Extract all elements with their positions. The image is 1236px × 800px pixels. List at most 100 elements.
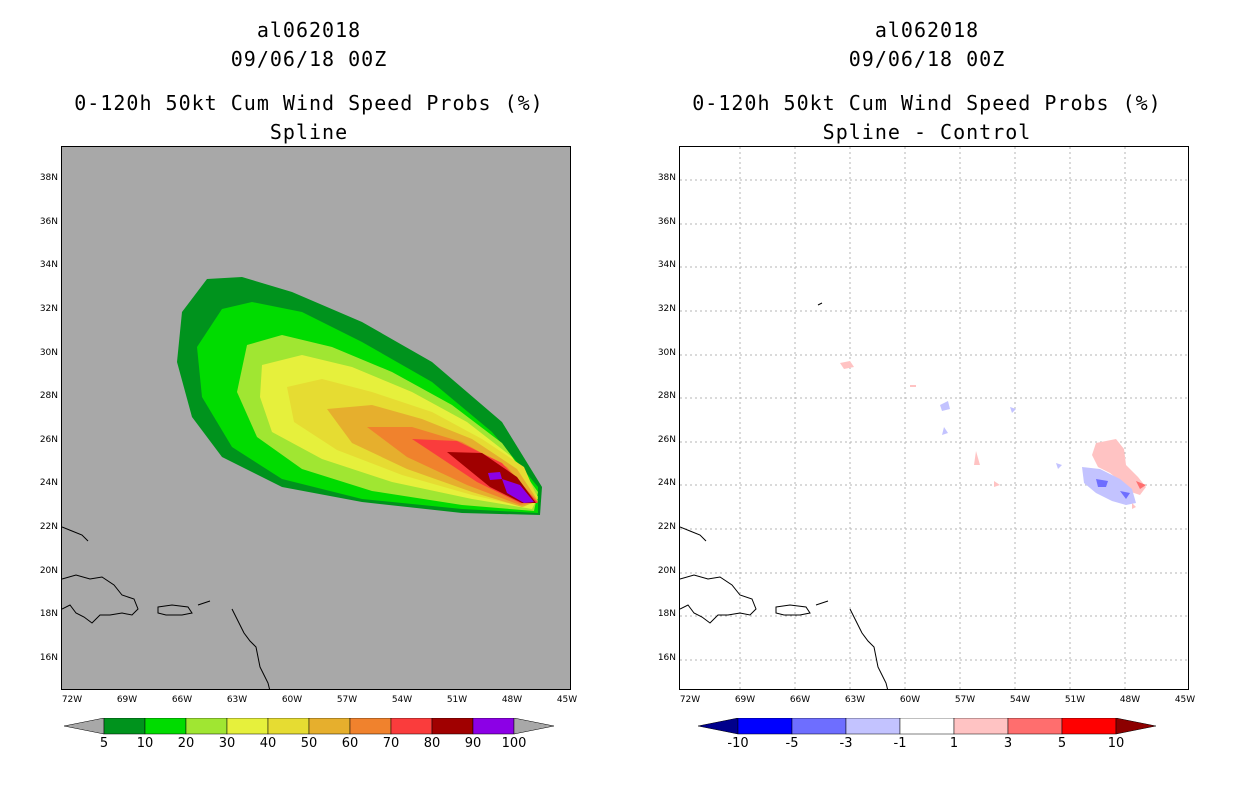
colorbar-swatch [791,718,847,735]
lat-label: 24N [657,478,676,488]
colorbar-swatch [185,718,228,735]
colorbar-label: -3 [839,736,853,751]
lon-label: 63W [844,695,866,705]
colorbar-under-arrow [63,718,105,735]
difference-contours [840,361,1146,509]
colorbar-swatch [1007,718,1063,735]
lat-label: 38N [39,173,58,183]
lesser-antilles-coast [231,608,271,689]
lon-label: 54W [1009,695,1031,705]
virgin-islands-coast [197,600,211,606]
colorbar-label: 10 [136,736,154,751]
colorbar-label: -10 [727,736,749,751]
probability-map-svg [62,277,542,689]
contour-90 [502,479,534,503]
colorbar-label: -5 [785,736,799,751]
colorbar-label: 20 [177,736,195,751]
hispaniola-coast [62,574,139,624]
lat-label: 24N [39,478,58,488]
product-title: 0-120h 50kt Cum Wind Speed Probs (%) [692,91,1162,115]
colorbar-swatch [267,718,310,735]
method-title: Spline - Control [822,120,1032,144]
lon-label: 51W [446,695,468,705]
diff-neg-c [1010,407,1016,413]
storm-id: al062018 [874,18,980,42]
diff-neg-g [1120,491,1130,499]
colorbar-swatch [349,718,392,735]
lat-label: 38N [657,173,676,183]
colorbar-swatch [472,718,515,735]
lon-label: 51W [1064,695,1086,705]
lat-label: 16N [657,653,676,663]
lon-label: 69W [116,695,138,705]
lat-label: 20N [39,566,58,576]
lat-label: 16N [39,653,58,663]
right-panel: al062018 09/06/18 00Z 0-120h 50kt Cum Wi… [618,0,1236,800]
colorbar-label: -1 [893,736,907,751]
colorbar-swatch [431,718,474,735]
contour-90b [488,472,502,480]
lon-label: 72W [61,695,83,705]
lon-label: 66W [171,695,193,705]
lat-label: 28N [39,391,58,401]
lon-label: 45W [556,695,578,705]
lat-label: 22N [657,522,676,532]
lesser-antilles-coast [849,608,889,689]
lon-label: 60W [899,695,921,705]
colorbar-swatch [226,718,269,735]
lat-label: 34N [39,260,58,270]
lat-label: 32N [657,304,676,314]
lat-label: 30N [657,348,676,358]
lon-label: 63W [226,695,248,705]
colorbar-label: 90 [464,736,482,751]
lon-label: 54W [391,695,413,705]
coastlines [62,526,271,689]
diff-pos-c [974,451,980,465]
product-title: 0-120h 50kt Cum Wind Speed Probs (%) [74,91,544,115]
diff-pos-a [840,361,854,369]
probability-contours [177,277,542,515]
colorbar-under-arrow [697,718,739,735]
virgin-islands-coast [815,600,829,606]
lat-label: 30N [39,348,58,358]
bermuda-coast [817,302,823,306]
lon-label: 60W [281,695,303,705]
diff-neg-d [1056,463,1062,469]
lat-label: 34N [657,260,676,270]
colorbar-label: 40 [259,736,277,751]
lat-label: 36N [657,217,676,227]
lat-label: 18N [657,609,676,619]
difference-map-svg [680,147,1188,689]
colorbar-over-arrow [513,718,555,735]
colorbar-label: 50 [300,736,318,751]
lon-label: 48W [1119,695,1141,705]
probability-map [61,146,571,690]
diff-neg-f [1096,479,1108,487]
diff-pos-f [1136,481,1146,489]
colorbar-label: 3 [1003,736,1013,751]
colorbar-label: 60 [341,736,359,751]
colorbar-swatch [144,718,187,735]
colorbar-label: 70 [382,736,400,751]
lat-label: 26N [39,435,58,445]
lon-label: 57W [336,695,358,705]
lat-label: 36N [39,217,58,227]
lon-label: 48W [501,695,523,705]
lat-label: 28N [657,391,676,401]
diff-neg-b [942,427,948,435]
colorbar [63,718,555,735]
difference-map [679,146,1189,690]
lon-label: 57W [954,695,976,705]
colorbar-label: 10 [1107,736,1125,751]
lat-label: 26N [657,435,676,445]
coastlines [680,302,889,689]
colorbar-over-arrow [1115,718,1157,735]
colorbar-label: 1 [949,736,959,751]
lat-label: 18N [39,609,58,619]
diff-pos-d [994,481,1000,487]
storm-id: al062018 [256,18,362,42]
colorbar-swatch [103,718,146,735]
lat-label: 32N [39,304,58,314]
diff-pos-b [910,385,916,387]
hispaniola-coast [680,574,757,624]
